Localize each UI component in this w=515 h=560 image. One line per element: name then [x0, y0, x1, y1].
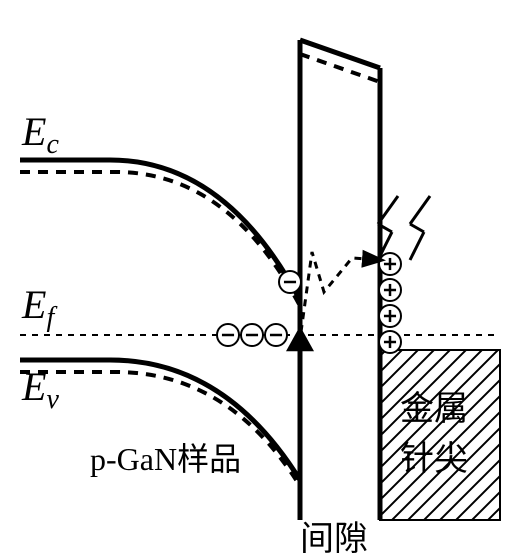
ef-label: Ef — [21, 282, 57, 333]
minus-charge — [265, 324, 287, 346]
sample-label: p-GaN样品 — [90, 441, 241, 477]
photon-wiggle — [410, 232, 424, 260]
plus-charge — [379, 279, 401, 301]
ev-label: Ev — [21, 364, 59, 415]
minus-charge — [241, 324, 263, 346]
band-diagram: Ec Ef Ev p-GaN样品 金属针尖间隙 — [0, 0, 515, 560]
barrier-top-solid — [300, 40, 380, 68]
minus-charge — [279, 271, 301, 293]
ec-label: Ec — [21, 109, 59, 160]
photon-wiggle — [410, 196, 430, 224]
photon-wiggle — [410, 224, 424, 232]
plus-charge — [379, 305, 401, 327]
metal-tip-label-1: 金属 — [400, 390, 468, 428]
metal-tip-label-2: 针尖 — [400, 440, 468, 478]
plus-charge — [379, 331, 401, 353]
tunneling-arrow — [301, 252, 380, 332]
metal-tip-region — [380, 350, 500, 520]
minus-charge — [217, 324, 239, 346]
barrier-top-dashed — [300, 54, 380, 82]
ec-band-solid — [20, 160, 300, 300]
plus-charge — [379, 253, 401, 275]
gap-label: 间隙 — [300, 521, 368, 558]
